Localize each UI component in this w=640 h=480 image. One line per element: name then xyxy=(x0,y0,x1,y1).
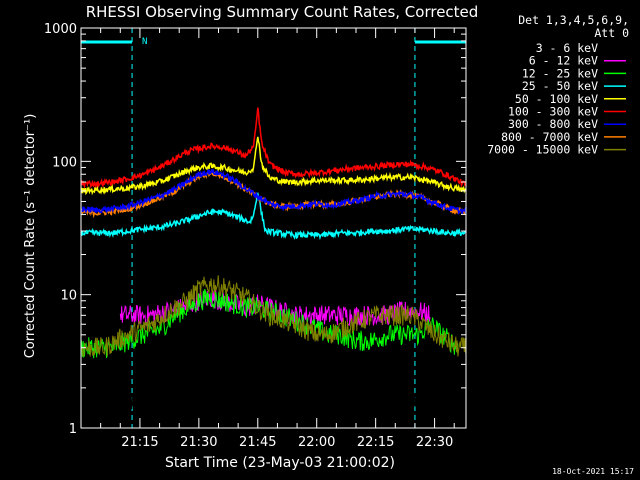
legend-label-8: 7000 - 15000 keV xyxy=(487,143,598,157)
legend-label-6: 300 - 800 keV xyxy=(508,117,598,131)
series-line-6 xyxy=(80,168,467,215)
chart-title: RHESSI Observing Summary Count Rates, Co… xyxy=(86,3,479,21)
x-tick-label-2: 21:45 xyxy=(239,435,276,450)
legend-label-5: 100 - 300 keV xyxy=(508,105,598,119)
x-axis-ticks: 21:15 21:30 21:45 22:00 22:15 22:30 xyxy=(100,28,455,450)
x-tick-label-4: 22:15 xyxy=(357,435,394,450)
legend-header-line-2: Att 0 xyxy=(594,26,629,40)
y-tick-label-0: 1 xyxy=(69,422,77,437)
x-axis-label: Start Time (23-May-03 21:00:02) xyxy=(165,455,395,471)
series-line-5 xyxy=(80,107,467,190)
y-axis-ticks: 1 10 100 1000 xyxy=(44,22,466,437)
x-tick-label-5: 22:30 xyxy=(416,435,453,450)
night-marker-label: N xyxy=(142,37,147,47)
legend-header-line-1: Det 1,3,4,5,6,9, xyxy=(518,13,629,27)
legend-label-3: 25 - 50 keV xyxy=(522,79,598,93)
legend-label-2: 12 - 25 keV xyxy=(522,66,598,80)
legend-label-0: 3 - 6 keV xyxy=(536,41,598,55)
series-line-2 xyxy=(80,289,459,359)
series-line-8 xyxy=(80,275,467,357)
series-lines xyxy=(80,107,467,411)
x-tick-label-0: 21:15 xyxy=(121,435,158,450)
x-tick-label-3: 22:00 xyxy=(298,435,335,450)
plot-frame xyxy=(80,27,467,429)
y-tick-label-2: 100 xyxy=(52,155,77,170)
legend-label-4: 50 - 100 keV xyxy=(515,92,598,106)
legend-label-1: 6 - 12 keV xyxy=(529,54,598,68)
generation-timestamp: 18-Oct-2021 15:17 xyxy=(552,467,634,476)
x-tick-label-1: 21:30 xyxy=(180,435,217,450)
series-line-3 xyxy=(80,191,467,241)
y-tick-label-1: 10 xyxy=(60,289,77,304)
legend-label-7: 800 - 7000 keV xyxy=(501,130,598,144)
series-line-4 xyxy=(80,136,467,196)
y-tick-label-3: 1000 xyxy=(44,22,77,37)
y-axis-label: Corrected Count Rate (s⁻¹ detector⁻¹) xyxy=(23,114,38,359)
series-line-9 xyxy=(119,333,420,411)
